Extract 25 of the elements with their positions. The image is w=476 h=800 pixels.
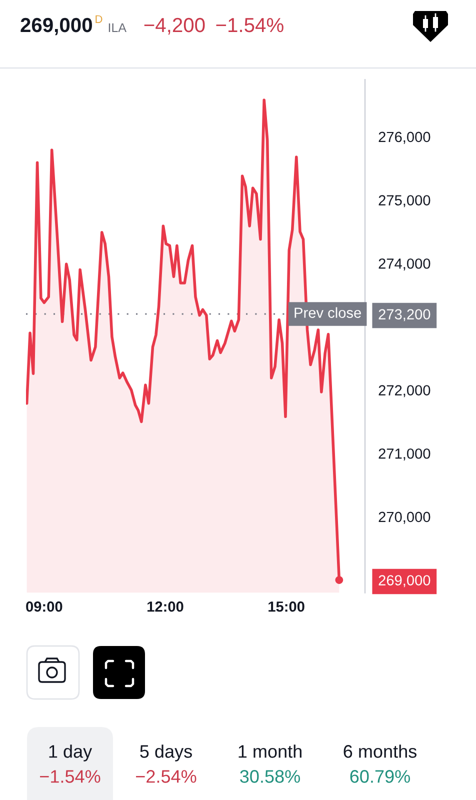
- y-tick-label: 269,000: [378, 575, 430, 588]
- y-tick-label: 275,000: [378, 195, 430, 208]
- text: ILA: [108, 23, 126, 32]
- text: D: [96, 15, 102, 23]
- text: 1 month: [238, 744, 302, 758]
- text: 60.79%: [350, 770, 410, 783]
- y-tick-label: 270,000: [378, 512, 430, 524]
- text: 269,000: [20, 18, 92, 36]
- text: −4,200: [144, 18, 205, 35]
- text: 1 day: [49, 744, 92, 762]
- text: −1.54%: [40, 770, 100, 783]
- text: 6 months: [344, 744, 416, 758]
- text: 30.58%: [240, 770, 300, 783]
- text: −2.54%: [136, 770, 196, 783]
- x-tick-label: 12:00: [148, 601, 184, 612]
- y-tick-label: 276,000: [378, 132, 430, 144]
- y-tick-label: 272,000: [378, 385, 430, 398]
- text: 5 days: [140, 744, 192, 762]
- x-tick-label: 15:00: [268, 601, 304, 612]
- text: −1.54%: [216, 18, 284, 32]
- ref-line-label: Prev close: [294, 307, 361, 318]
- y-tick-label: 273,200: [378, 309, 430, 322]
- y-tick-label: 274,000: [378, 258, 430, 271]
- x-tick-label: 09:00: [26, 601, 62, 612]
- y-tick-label: 271,000: [378, 448, 430, 461]
